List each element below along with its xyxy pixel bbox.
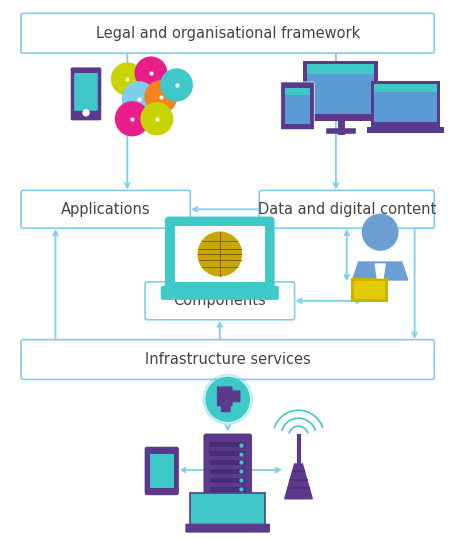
FancyBboxPatch shape: [280, 82, 313, 130]
FancyBboxPatch shape: [367, 127, 443, 133]
FancyBboxPatch shape: [228, 391, 240, 402]
Circle shape: [206, 378, 249, 421]
Circle shape: [362, 214, 397, 250]
FancyBboxPatch shape: [145, 447, 178, 495]
FancyBboxPatch shape: [374, 84, 437, 92]
Circle shape: [145, 81, 176, 113]
FancyBboxPatch shape: [193, 496, 262, 522]
FancyBboxPatch shape: [209, 460, 245, 465]
FancyBboxPatch shape: [370, 81, 439, 127]
Text: Infrastructure services: Infrastructure services: [145, 352, 310, 367]
Circle shape: [83, 110, 89, 116]
FancyBboxPatch shape: [209, 478, 245, 483]
Circle shape: [202, 374, 252, 424]
FancyBboxPatch shape: [220, 402, 230, 412]
FancyBboxPatch shape: [174, 226, 264, 282]
Circle shape: [161, 69, 192, 101]
FancyBboxPatch shape: [21, 339, 433, 379]
Circle shape: [122, 82, 156, 116]
FancyBboxPatch shape: [303, 61, 377, 121]
FancyBboxPatch shape: [374, 84, 437, 122]
Polygon shape: [352, 262, 407, 280]
FancyBboxPatch shape: [307, 64, 374, 114]
Text: Data and digital content: Data and digital content: [257, 202, 435, 217]
FancyBboxPatch shape: [204, 434, 251, 506]
FancyBboxPatch shape: [21, 190, 190, 228]
FancyBboxPatch shape: [284, 88, 310, 124]
Text: Applications: Applications: [61, 202, 150, 217]
FancyBboxPatch shape: [70, 67, 101, 121]
Circle shape: [141, 103, 172, 134]
Circle shape: [198, 232, 241, 276]
Circle shape: [115, 102, 149, 136]
FancyBboxPatch shape: [150, 454, 173, 488]
FancyBboxPatch shape: [165, 217, 273, 291]
FancyBboxPatch shape: [209, 487, 245, 492]
FancyBboxPatch shape: [307, 64, 374, 74]
FancyBboxPatch shape: [209, 451, 245, 456]
Text: Components: Components: [173, 293, 266, 308]
Polygon shape: [284, 464, 312, 499]
Circle shape: [135, 57, 166, 89]
FancyBboxPatch shape: [284, 88, 310, 95]
FancyBboxPatch shape: [190, 493, 264, 525]
FancyBboxPatch shape: [21, 13, 433, 53]
Circle shape: [112, 63, 143, 95]
FancyBboxPatch shape: [209, 469, 245, 474]
FancyBboxPatch shape: [216, 386, 232, 406]
FancyBboxPatch shape: [161, 286, 278, 300]
FancyBboxPatch shape: [358, 262, 401, 280]
FancyBboxPatch shape: [185, 523, 269, 533]
Polygon shape: [375, 264, 384, 278]
FancyBboxPatch shape: [350, 278, 387, 302]
FancyBboxPatch shape: [74, 73, 98, 111]
FancyBboxPatch shape: [258, 190, 433, 228]
FancyBboxPatch shape: [353, 281, 384, 299]
Text: Legal and organisational framework: Legal and organisational framework: [95, 26, 359, 41]
FancyBboxPatch shape: [209, 442, 245, 447]
FancyBboxPatch shape: [145, 282, 294, 320]
